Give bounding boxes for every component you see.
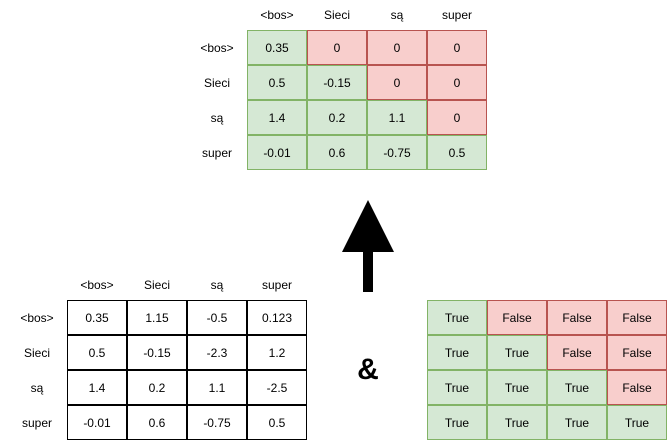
row-label: <bos> (200, 40, 234, 55)
matrix-cell: True (487, 370, 547, 405)
row-label: Sieci (23, 345, 50, 360)
matrix-cell: 0.6 (307, 135, 367, 170)
matrix-cell: 1.4 (67, 370, 127, 405)
matrix-cell: 0.123 (247, 300, 307, 335)
column-label: <bos> (260, 8, 294, 22)
matrix-cell: 0 (427, 30, 487, 65)
matrix-cell: -0.15 (127, 335, 187, 370)
matrix-cell: 0 (427, 65, 487, 100)
column-label: Sieci (323, 8, 350, 22)
column-label: <bos> (80, 278, 114, 292)
matrix-cell: -0.01 (247, 135, 307, 170)
and-operator: & (357, 353, 379, 386)
matrix-cell: -0.15 (307, 65, 367, 100)
matrix-cell: 0.5 (247, 405, 307, 440)
matrix-cell: True (547, 370, 607, 405)
matrix-cell: -0.75 (367, 135, 427, 170)
matrix-cell: 0.35 (247, 30, 307, 65)
matrix-cell: 0.35 (67, 300, 127, 335)
up-arrow-icon (342, 200, 394, 292)
column-label: super (441, 8, 473, 22)
column-label: super (261, 278, 293, 292)
row-label: super (21, 415, 53, 430)
matrix-cell: True (547, 405, 607, 440)
matrix-cell: True (427, 300, 487, 335)
matrix-cell: True (607, 405, 667, 440)
row-label: są (30, 380, 44, 395)
matrix-cell: True (427, 335, 487, 370)
matrix-cell: -0.5 (187, 300, 247, 335)
matrix-cell: 0.2 (307, 100, 367, 135)
matrix-cell: -0.75 (187, 405, 247, 440)
matrix-cell: 1.4 (247, 100, 307, 135)
row-label: Sieci (203, 75, 230, 90)
matrix-cell: -2.3 (187, 335, 247, 370)
matrix-cell: 0 (307, 30, 367, 65)
matrix-cell: 0 (367, 30, 427, 65)
matrix-cell: False (487, 300, 547, 335)
matrix-cell: 0 (367, 65, 427, 100)
column-label: są (390, 8, 404, 22)
matrix-cell: False (547, 300, 607, 335)
matrix-cell: True (427, 405, 487, 440)
row-label: <bos> (20, 310, 54, 325)
matrix-cell: False (607, 370, 667, 405)
matrix-cell: False (607, 300, 667, 335)
matrix-cell: 1.2 (247, 335, 307, 370)
matrix-cell: 0 (427, 100, 487, 135)
matrix-cell: False (547, 335, 607, 370)
matrix-cell: 0.5 (247, 65, 307, 100)
matrix-cell: -0.01 (67, 405, 127, 440)
matrix-cell: True (427, 370, 487, 405)
column-label: są (210, 278, 224, 292)
matrix-cell: 0.5 (67, 335, 127, 370)
matrix-cell: 1.1 (187, 370, 247, 405)
matrix-cell: 1.1 (367, 100, 427, 135)
column-label: Sieci (143, 278, 170, 292)
matrix-cell: 0.5 (427, 135, 487, 170)
row-label: są (210, 110, 224, 125)
matrix-cell: False (607, 335, 667, 370)
matrix-cell: True (487, 405, 547, 440)
matrix-cell: True (487, 335, 547, 370)
row-label: super (201, 145, 233, 160)
matrix-cell: 0.2 (127, 370, 187, 405)
matrix-cell: -2.5 (247, 370, 307, 405)
matrix-cell: 0.6 (127, 405, 187, 440)
matrix-cell: 1.15 (127, 300, 187, 335)
